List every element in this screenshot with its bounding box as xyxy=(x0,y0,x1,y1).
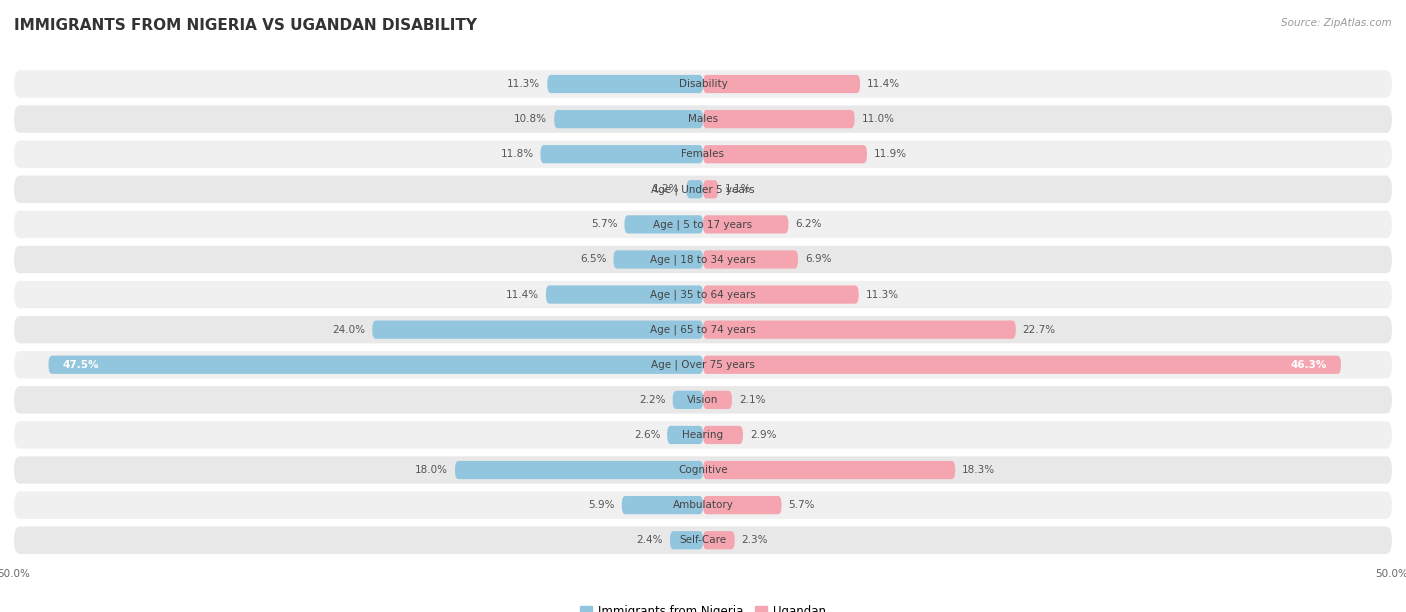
Text: 6.5%: 6.5% xyxy=(581,255,606,264)
FancyBboxPatch shape xyxy=(703,250,799,269)
FancyBboxPatch shape xyxy=(14,491,1392,519)
FancyBboxPatch shape xyxy=(703,426,742,444)
Text: 5.9%: 5.9% xyxy=(588,500,614,510)
FancyBboxPatch shape xyxy=(703,321,1015,339)
FancyBboxPatch shape xyxy=(14,105,1392,133)
Text: 11.3%: 11.3% xyxy=(866,289,898,299)
Text: 6.9%: 6.9% xyxy=(806,255,831,264)
FancyBboxPatch shape xyxy=(14,386,1392,414)
FancyBboxPatch shape xyxy=(14,457,1392,483)
Text: 2.3%: 2.3% xyxy=(741,536,768,545)
Text: 5.7%: 5.7% xyxy=(789,500,815,510)
FancyBboxPatch shape xyxy=(703,461,955,479)
FancyBboxPatch shape xyxy=(14,351,1392,378)
FancyBboxPatch shape xyxy=(668,426,703,444)
Text: 47.5%: 47.5% xyxy=(62,360,98,370)
FancyBboxPatch shape xyxy=(703,180,718,198)
Text: 10.8%: 10.8% xyxy=(515,114,547,124)
Text: Source: ZipAtlas.com: Source: ZipAtlas.com xyxy=(1281,18,1392,28)
Text: 18.0%: 18.0% xyxy=(415,465,449,475)
Text: Ambulatory: Ambulatory xyxy=(672,500,734,510)
FancyBboxPatch shape xyxy=(48,356,703,374)
FancyBboxPatch shape xyxy=(703,496,782,514)
Text: Hearing: Hearing xyxy=(682,430,724,440)
Text: Self-Care: Self-Care xyxy=(679,536,727,545)
FancyBboxPatch shape xyxy=(540,145,703,163)
Text: Age | 5 to 17 years: Age | 5 to 17 years xyxy=(654,219,752,230)
Text: 46.3%: 46.3% xyxy=(1291,360,1327,370)
Text: Males: Males xyxy=(688,114,718,124)
Text: 6.2%: 6.2% xyxy=(796,219,823,230)
Text: Vision: Vision xyxy=(688,395,718,405)
FancyBboxPatch shape xyxy=(703,285,859,304)
Text: 24.0%: 24.0% xyxy=(332,325,366,335)
FancyBboxPatch shape xyxy=(546,285,703,304)
Text: 11.9%: 11.9% xyxy=(875,149,907,159)
FancyBboxPatch shape xyxy=(14,421,1392,449)
FancyBboxPatch shape xyxy=(703,145,868,163)
Text: 5.7%: 5.7% xyxy=(591,219,617,230)
FancyBboxPatch shape xyxy=(686,180,703,198)
FancyBboxPatch shape xyxy=(703,215,789,234)
FancyBboxPatch shape xyxy=(669,531,703,550)
FancyBboxPatch shape xyxy=(14,281,1392,308)
Text: 1.2%: 1.2% xyxy=(652,184,679,194)
FancyBboxPatch shape xyxy=(14,246,1392,273)
FancyBboxPatch shape xyxy=(373,321,703,339)
FancyBboxPatch shape xyxy=(456,461,703,479)
FancyBboxPatch shape xyxy=(14,141,1392,168)
Text: IMMIGRANTS FROM NIGERIA VS UGANDAN DISABILITY: IMMIGRANTS FROM NIGERIA VS UGANDAN DISAB… xyxy=(14,18,477,34)
FancyBboxPatch shape xyxy=(14,176,1392,203)
FancyBboxPatch shape xyxy=(703,75,860,93)
Text: 1.1%: 1.1% xyxy=(725,184,752,194)
Text: 11.0%: 11.0% xyxy=(862,114,894,124)
Text: Age | 65 to 74 years: Age | 65 to 74 years xyxy=(650,324,756,335)
FancyBboxPatch shape xyxy=(547,75,703,93)
FancyBboxPatch shape xyxy=(672,390,703,409)
FancyBboxPatch shape xyxy=(703,390,733,409)
Legend: Immigrants from Nigeria, Ugandan: Immigrants from Nigeria, Ugandan xyxy=(575,600,831,612)
Text: Disability: Disability xyxy=(679,79,727,89)
Text: 11.4%: 11.4% xyxy=(506,289,538,299)
Text: 2.2%: 2.2% xyxy=(640,395,666,405)
Text: Age | 18 to 34 years: Age | 18 to 34 years xyxy=(650,254,756,265)
Text: Age | Over 75 years: Age | Over 75 years xyxy=(651,359,755,370)
Text: 2.4%: 2.4% xyxy=(637,536,664,545)
FancyBboxPatch shape xyxy=(554,110,703,129)
Text: 18.3%: 18.3% xyxy=(962,465,995,475)
FancyBboxPatch shape xyxy=(613,250,703,269)
FancyBboxPatch shape xyxy=(624,215,703,234)
FancyBboxPatch shape xyxy=(14,316,1392,343)
Text: Cognitive: Cognitive xyxy=(678,465,728,475)
Text: 22.7%: 22.7% xyxy=(1022,325,1056,335)
Text: 11.8%: 11.8% xyxy=(501,149,533,159)
FancyBboxPatch shape xyxy=(703,356,1341,374)
Text: Females: Females xyxy=(682,149,724,159)
Text: 2.9%: 2.9% xyxy=(749,430,776,440)
FancyBboxPatch shape xyxy=(621,496,703,514)
FancyBboxPatch shape xyxy=(14,526,1392,554)
FancyBboxPatch shape xyxy=(14,70,1392,98)
FancyBboxPatch shape xyxy=(14,211,1392,238)
FancyBboxPatch shape xyxy=(703,531,735,550)
Text: 2.1%: 2.1% xyxy=(738,395,765,405)
Text: Age | 35 to 64 years: Age | 35 to 64 years xyxy=(650,289,756,300)
Text: 11.4%: 11.4% xyxy=(868,79,900,89)
Text: Age | Under 5 years: Age | Under 5 years xyxy=(651,184,755,195)
Text: 2.6%: 2.6% xyxy=(634,430,661,440)
FancyBboxPatch shape xyxy=(703,110,855,129)
Text: 11.3%: 11.3% xyxy=(508,79,540,89)
